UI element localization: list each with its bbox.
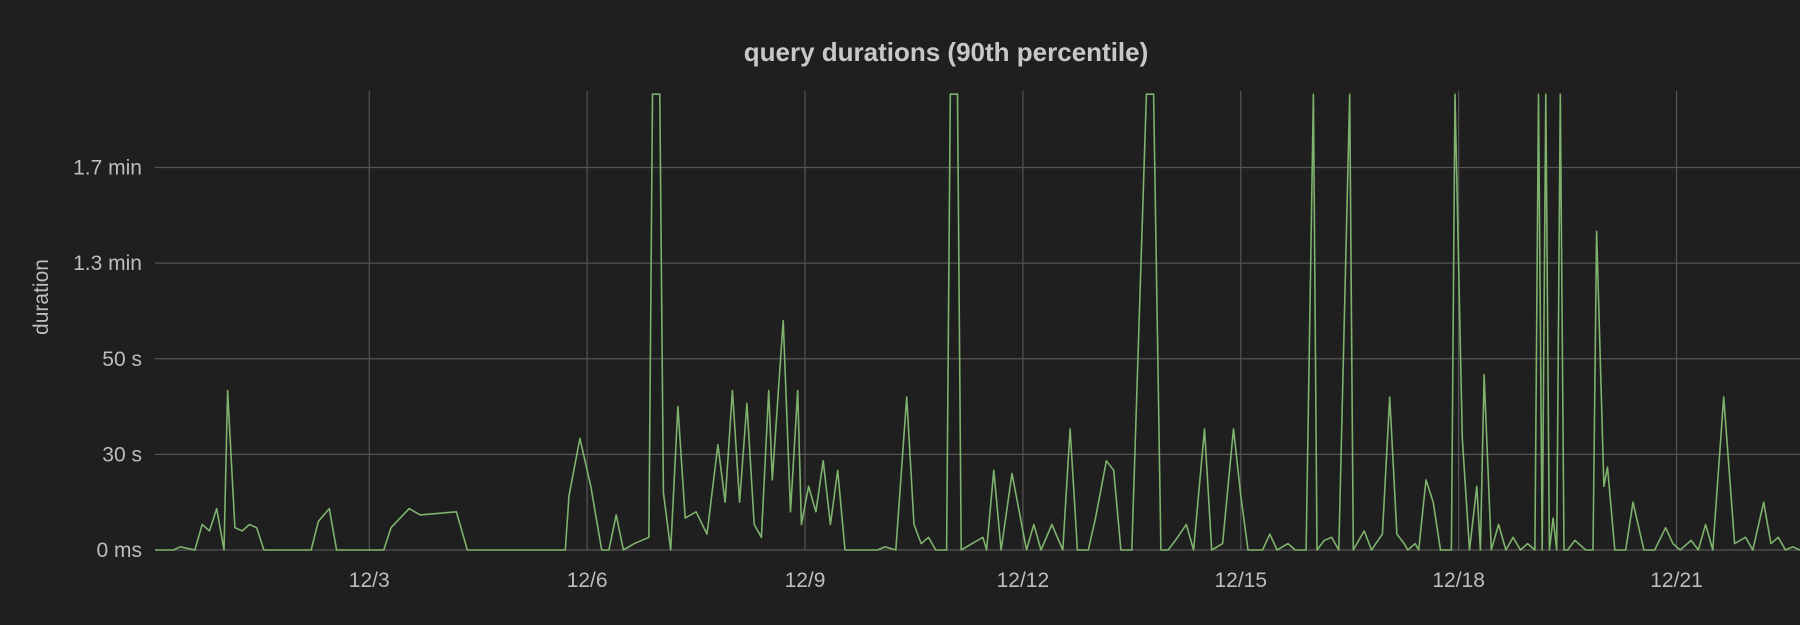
y-tick-label: 0 ms [96,539,142,562]
y-tick-label: 1.3 min [73,252,142,275]
series-line [155,93,1800,551]
x-tick-label: 12/6 [567,569,608,592]
plot-area [155,89,1800,554]
x-tick-label: 12/9 [785,569,826,592]
x-tick-label: 12/15 [1214,569,1267,592]
y-tick-label: 50 s [102,348,142,371]
y-axis-label: duration [30,259,53,335]
x-tick-label: 12/3 [349,569,390,592]
x-tick-label: 12/18 [1432,569,1485,592]
chart-title: query durations (90th percentile) [744,37,1149,67]
y-tick-label: 1.7 min [73,157,142,180]
y-tick-label: 30 s [102,443,142,466]
x-tick-label: 12/21 [1650,569,1703,592]
x-tick-label: 12/12 [997,569,1050,592]
